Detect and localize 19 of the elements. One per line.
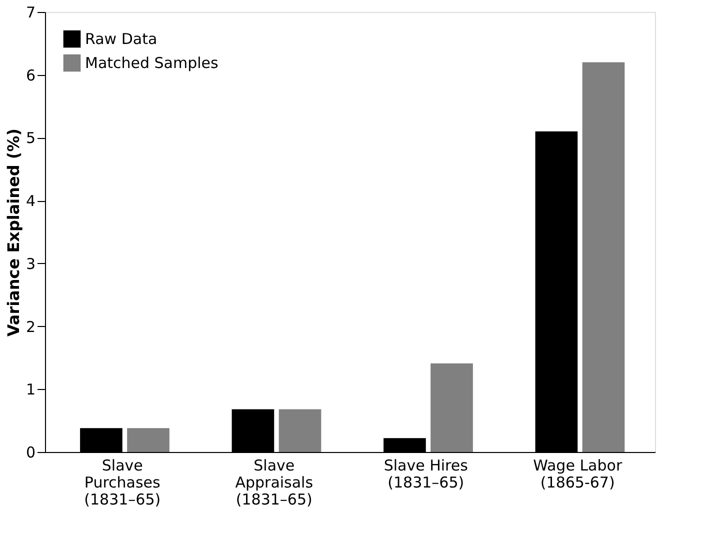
y-tick-label: 2 <box>26 318 36 336</box>
y-tick-label: 4 <box>26 192 36 210</box>
legend-label: Raw Data <box>85 30 158 48</box>
bar <box>278 409 322 452</box>
y-tick-label: 7 <box>26 4 36 22</box>
bar <box>430 363 473 452</box>
y-tick-label: 5 <box>26 129 36 148</box>
y-tick-label: 3 <box>26 254 36 273</box>
legend-label: Matched Samples <box>85 54 219 72</box>
bar <box>582 62 625 452</box>
x-tick-label: Slave Hires (1831–65) <box>384 456 468 492</box>
x-tick-label: Slave Purchases (1831–65) <box>84 456 161 508</box>
y-tick-label: 1 <box>26 380 36 399</box>
x-tick-label: Wage Labor (1865-67) <box>533 456 623 492</box>
y-axis-title: Variance Explained (%) <box>4 128 23 337</box>
y-tick-label: 0 <box>26 444 36 462</box>
bar <box>127 428 170 452</box>
y-tick-label: 6 <box>26 66 36 84</box>
x-tick-label: Slave Appraisals (1831–65) <box>235 456 314 508</box>
